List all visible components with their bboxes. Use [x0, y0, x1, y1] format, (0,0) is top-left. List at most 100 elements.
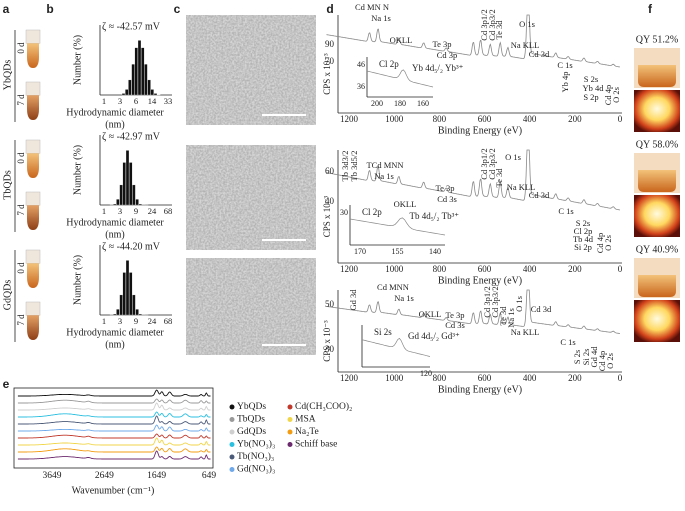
x-tick-label: 200 [568, 114, 582, 124]
y-axis-label: Number (%) [72, 35, 83, 85]
inset-label: Cl 2p [379, 59, 399, 69]
plot-frame [13, 387, 214, 469]
peak-label: O 2s [605, 353, 615, 369]
x-tick-label: 649 [202, 471, 217, 481]
inset-x-tick: 160 [417, 99, 429, 108]
solution [638, 170, 676, 192]
day-label: 0 d [16, 152, 26, 164]
x-tick-label: 9 [134, 206, 138, 216]
spectrum [326, 14, 621, 68]
peak-label: Cd 3d [531, 304, 552, 314]
ftir-spectrum [17, 398, 211, 404]
x-axis-label: (nm) [105, 119, 124, 130]
ftir-spectrum [17, 402, 211, 411]
x-tick-label: 3 [118, 206, 122, 216]
panel-label: b [46, 2, 53, 16]
solution [638, 65, 676, 87]
inset-y-tick: 30 [340, 208, 348, 217]
peak-label: Yb 4p [560, 71, 570, 92]
peak-label: Cd 3d [529, 190, 550, 200]
vial-cap [25, 81, 41, 96]
x-tick-label: 800 [433, 264, 447, 274]
day-label: 7 d [16, 94, 26, 106]
ftir-spectrum [17, 450, 211, 460]
legend-marker [229, 467, 235, 472]
solution [638, 275, 676, 297]
histogram-bar [135, 199, 139, 206]
day-label: 7 d [16, 314, 26, 326]
tem-image [186, 258, 316, 355]
vial-cap [25, 249, 41, 264]
peak-label: O 2s [611, 87, 621, 103]
histogram-bar [141, 47, 145, 96]
peak-label: C 1s [557, 60, 572, 70]
ftir-spectrum [17, 446, 211, 453]
histogram-bar [153, 93, 158, 96]
peak-label: Cd 3s [445, 320, 465, 330]
vial-cap [25, 29, 41, 44]
peak-label: Na KLL [511, 40, 540, 50]
vial [27, 43, 39, 68]
inset-spectrum [349, 217, 446, 236]
peak-label: Cd 3p3/2 [487, 148, 497, 179]
histogram-bar [138, 313, 142, 316]
peak-label: Na 1s [506, 308, 516, 328]
panel-label: d [326, 2, 333, 16]
histogram-bar [119, 294, 123, 316]
fluorescence-photo [634, 195, 680, 237]
inset-x-tick: 180 [394, 99, 406, 108]
inset-label: Yb 4d₅/₂ Yb³⁺ [412, 63, 464, 73]
peak-label: Gd 4d [589, 346, 599, 368]
y-axis-label: CPS x 10⁻³ [322, 53, 332, 95]
panel-label: f [648, 2, 653, 16]
x-axis-label: Hydrodynamic diameter [66, 327, 164, 338]
peak-label: Cd MN N [355, 2, 389, 12]
peak-label: C 1s [560, 337, 575, 347]
x-tick-label: 200 [568, 264, 582, 274]
peak-label: Te 3d [494, 168, 504, 188]
legend-label: GdQDs [237, 427, 266, 437]
y-tick-label: 90 [325, 39, 335, 49]
vial [27, 205, 39, 230]
peak-label: Cd 3p3/2 [487, 9, 497, 40]
x-tick-label: 800 [433, 114, 447, 124]
x-axis-label: Binding Energy (eV) [438, 275, 522, 286]
legend-marker [287, 429, 293, 435]
histogram-bar [122, 162, 126, 206]
vial [27, 95, 39, 121]
histogram-bar [125, 150, 130, 206]
zeta-potential: ζ ≈ -42.57 mV [102, 21, 161, 32]
legend-label: Gd(NO₃)₃ [237, 464, 275, 475]
x-tick-label: 3649 [43, 471, 62, 481]
x-axis-label: Binding Energy (eV) [438, 384, 522, 395]
x-tick-label: 600 [478, 264, 492, 274]
peak-label: Gd 3d [348, 289, 358, 311]
peak-label: Cd 3p1/2 [482, 286, 492, 317]
histogram-bar [128, 79, 132, 96]
peak-label: Na 1s [394, 293, 414, 303]
y-tick-label: 70 [325, 56, 335, 66]
histogram-bar [113, 203, 117, 206]
fluorescence-photo [634, 300, 680, 342]
x-tick-label: 1000 [385, 373, 404, 383]
peak-label: OKLL [390, 35, 413, 45]
legend-marker [229, 429, 235, 435]
y-tick-label: 50 [325, 299, 335, 309]
histogram-bar [116, 309, 120, 316]
peak-label: OKLL [419, 309, 442, 319]
peak-label: Cl 2p [574, 226, 593, 236]
peak-label: Cd 3s [437, 194, 457, 204]
x-axis-label: (nm) [105, 229, 124, 240]
histogram-bar [113, 313, 117, 316]
inset-spectrum [366, 69, 434, 88]
y-tick-label: 40 [325, 196, 335, 206]
histogram-bar [129, 162, 133, 206]
panel-label: a [3, 2, 10, 16]
panel-label: e [3, 377, 10, 391]
zeta-potential: ζ ≈ -44.20 mV [102, 241, 161, 252]
histogram-bar [132, 184, 136, 206]
x-tick-label: 1000 [385, 264, 404, 274]
peak-label: O 1s [519, 19, 535, 29]
x-axis-label: Wavenumber (cm⁻¹) [72, 485, 155, 496]
peak-label: O 1s [514, 296, 524, 312]
